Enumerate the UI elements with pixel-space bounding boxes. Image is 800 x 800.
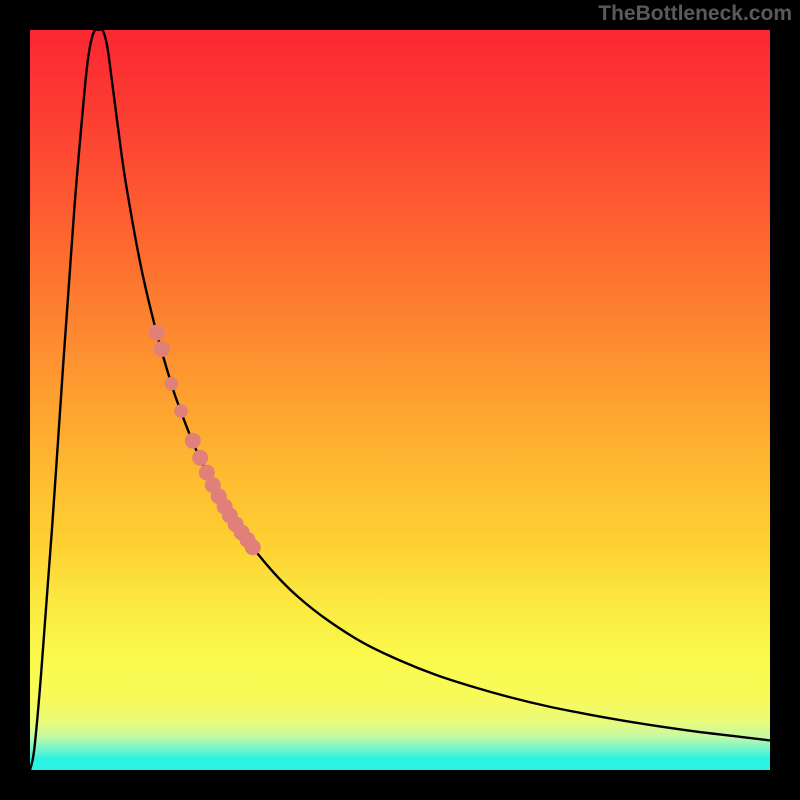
watermark-text: TheBottleneck.com [598, 2, 792, 26]
bottleneck-curve [30, 30, 770, 770]
highlight-segment [149, 325, 261, 556]
chart-container: TheBottleneck.com [0, 0, 800, 800]
highlight-marker [245, 539, 261, 555]
highlight-marker [149, 325, 165, 341]
plot-area [30, 30, 770, 770]
highlight-dot [174, 404, 188, 418]
highlight-marker [185, 433, 201, 449]
curve-layer [30, 30, 770, 770]
highlight-marker [154, 341, 170, 357]
highlight-marker [192, 450, 208, 466]
highlight-dot [165, 377, 179, 391]
